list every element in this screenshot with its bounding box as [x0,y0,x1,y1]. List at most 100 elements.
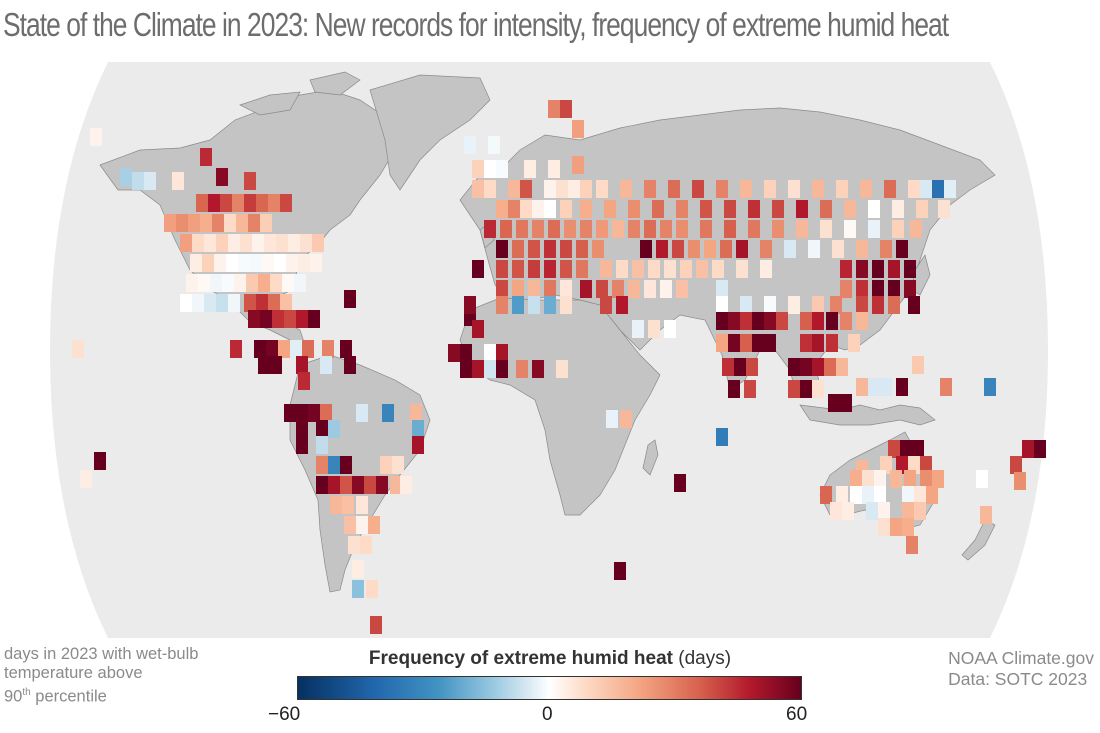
grid-cell [840,394,852,412]
grid-cell [764,180,776,198]
grid-cell [548,160,560,178]
grid-cell [676,280,688,298]
grid-cell [344,356,356,374]
grid-cell [1034,440,1046,458]
grid-cell [728,380,740,398]
grid-cell [716,296,728,314]
grid-cell [560,280,572,298]
grid-cell [746,358,758,376]
grid-cell [614,562,626,580]
grid-cell [320,404,332,422]
grid-cell [496,260,508,278]
grid-cell [836,180,848,198]
grid-cell [544,296,556,314]
grid-cell [902,518,914,536]
grid-cell [80,470,92,488]
grid-cell [252,234,264,252]
grid-cell [724,200,736,218]
grid-cell [576,240,588,258]
grid-cell [516,360,528,378]
grid-cell [366,580,378,598]
grid-cell [464,296,476,314]
grid-cell [850,470,862,488]
grid-cell [760,260,772,278]
grid-cell [548,100,560,118]
grid-cell [270,274,282,292]
grid-cell [186,274,198,292]
grid-cell [612,220,624,238]
grid-cell [600,296,612,314]
legend-mid-label: 0 [542,704,553,725]
grid-cell [208,194,220,212]
grid-cell [296,310,308,328]
grid-cell [176,214,188,232]
grid-cell [800,380,812,398]
grid-cell [716,428,728,446]
grid-cell [888,280,900,298]
grid-cell [812,180,824,198]
grid-cell [772,200,784,218]
grid-cell [496,280,508,298]
grid-cell [94,452,106,470]
grid-cell [496,240,508,258]
grid-cell [276,234,288,252]
grid-cell [330,496,342,514]
grid-cell [298,254,310,272]
grid-cell [632,320,644,338]
grid-cell [528,280,540,298]
grid-cell [204,234,216,252]
grid-cell [132,172,144,190]
grid-cell [580,180,592,198]
grid-cell [812,380,824,398]
grid-cell [496,296,508,314]
grid-cell [580,200,592,218]
grid-cell [382,404,394,422]
grid-cell [812,296,824,314]
grid-cell [668,180,680,198]
grid-cell [572,120,584,138]
grid-cell [932,180,944,198]
legend-title: Frequency of extreme humid heat (days) [300,648,800,670]
grid-cell [808,240,820,258]
grid-cell [464,136,476,154]
grid-cell [856,378,868,396]
grid-cell [342,496,354,514]
grid-cell [704,240,716,258]
grid-cell [904,470,916,488]
chart-title: State of the Climate in 2023: New record… [3,6,949,43]
grid-cell [884,180,896,198]
grid-cell [294,274,306,292]
grid-cell [796,200,808,218]
grid-cell [568,180,580,198]
grid-cell [508,180,520,198]
grid-cell [528,240,540,258]
grid-cell [524,160,536,178]
grid-cell [716,180,728,198]
grid-cell [368,516,380,534]
grid-cell [226,254,238,272]
grid-cell [256,194,268,212]
grid-cell [878,518,890,536]
land-madagascar [642,439,659,476]
grid-cell [508,200,520,218]
grid-cell [1010,456,1022,474]
grid-cell [192,294,204,312]
grid-cell [528,260,540,278]
grid-cell [938,200,950,218]
grid-cell [370,616,382,634]
grid-cell [296,356,308,374]
grid-cell [90,128,102,146]
grid-cell [258,356,270,374]
grid-cell [544,240,556,258]
map-note: days in 2023 with wet-bulb temperature a… [4,645,264,707]
legend-title-unit: (days) [673,648,732,669]
grid-cell [764,296,776,314]
grid-cell [274,254,286,272]
grid-cell [1022,440,1034,458]
grid-cell [984,378,996,396]
grid-cell [734,358,746,376]
grid-cell [596,180,608,198]
grid-cell [322,340,334,358]
grid-cell [604,200,616,218]
grid-cell [628,280,640,298]
